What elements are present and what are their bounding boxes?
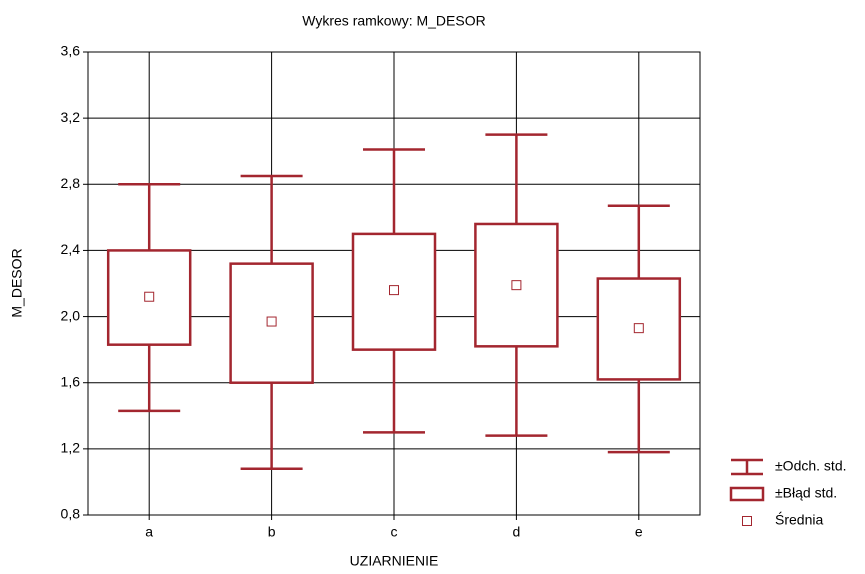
- y-tick-label: 3,6: [61, 43, 81, 59]
- x-tick-label: c: [391, 524, 398, 540]
- x-tick-label: e: [635, 524, 643, 540]
- chart-title: Wykres ramkowy: M_DESOR: [302, 13, 485, 29]
- y-tick-label: 0,8: [61, 506, 81, 522]
- mean-marker: [633, 323, 644, 334]
- mean-marker: [511, 280, 522, 291]
- legend-label: ±Odch. std.: [775, 458, 847, 474]
- mean-marker: [389, 285, 399, 296]
- y-tick-label: 2,0: [61, 307, 81, 323]
- legend-label: Średnia: [775, 511, 823, 528]
- legend-symbol: [729, 486, 765, 502]
- legend-symbol: [742, 516, 752, 526]
- y-tick-label: 2,4: [61, 241, 81, 257]
- y-tick-label: 2,8: [61, 175, 81, 191]
- y-tick-label: 3,2: [61, 109, 81, 125]
- y-tick-label: 1,6: [61, 373, 81, 389]
- mean-marker: [266, 316, 277, 327]
- x-tick-label: a: [145, 524, 153, 540]
- mean-marker: [144, 291, 155, 302]
- box: [106, 249, 192, 346]
- x-axis-label: UZIARNIENIE: [350, 553, 439, 569]
- x-tick-label: d: [513, 524, 521, 540]
- legend-label: ±Błąd std.: [775, 485, 837, 501]
- y-tick-label: 1,2: [61, 440, 81, 456]
- y-axis-label: M_DESOR: [9, 248, 25, 317]
- x-tick-label: b: [268, 524, 276, 540]
